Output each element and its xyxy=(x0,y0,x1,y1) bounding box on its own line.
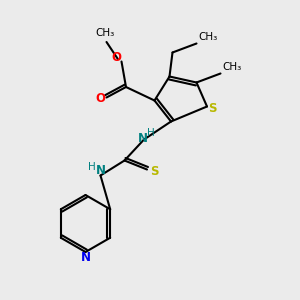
Text: CH₃: CH₃ xyxy=(95,28,115,38)
Text: S: S xyxy=(150,165,159,178)
Text: H: H xyxy=(88,161,96,172)
Text: CH₃: CH₃ xyxy=(198,32,217,42)
Text: O: O xyxy=(111,51,121,64)
Text: O: O xyxy=(95,92,105,106)
Text: H: H xyxy=(147,128,154,138)
Text: CH₃: CH₃ xyxy=(222,62,241,72)
Text: N: N xyxy=(137,131,148,145)
Text: N: N xyxy=(96,164,106,177)
Text: S: S xyxy=(208,101,217,115)
Text: N: N xyxy=(80,251,91,264)
